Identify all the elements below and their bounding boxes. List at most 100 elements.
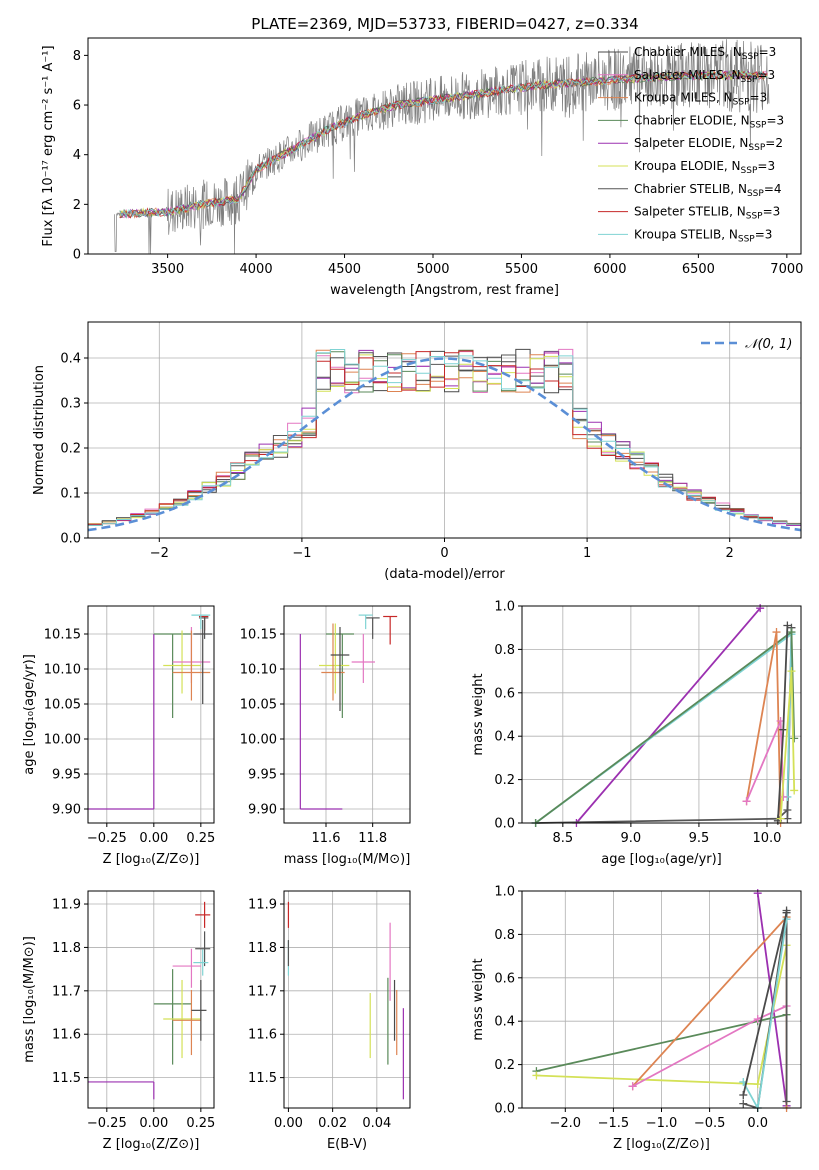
legend-subscript: SSP (738, 234, 755, 244)
plot-area-mass-ebv (287, 901, 404, 1100)
errorbar-chabrier-stelib (365, 617, 380, 639)
panel-mass-Z: −0.25 0.00 0.25 11.5 11.6 11.7 11.8 11.9 Z [log₁… (22, 890, 215, 1152)
y-tick-label: 9.95 (52, 768, 81, 783)
y-axis-label: Normed distribution (32, 365, 47, 495)
figure-title: PLATE=2369, MJD=53733, FIBERID=0427, z=0… (251, 15, 638, 33)
errorbar-salpeter-stelib (383, 615, 398, 645)
y-tick-label: 10.15 (240, 628, 277, 643)
y-tick-label: 0 (73, 248, 81, 263)
y-tick-label: 11.6 (248, 1028, 277, 1043)
weight-marker (742, 797, 751, 806)
legend-subscript: SSP (747, 189, 764, 199)
y-tick-label: 0.2 (494, 773, 515, 788)
legend-subscript: SSP (733, 98, 750, 108)
y-tick-label: 11.7 (248, 984, 277, 999)
legend-subscript: SSP (750, 120, 767, 130)
model-spectrum-kroupa-stelib (119, 70, 768, 219)
errorbar-salpeter-elodie (88, 1081, 155, 1100)
y-axis-label: mass weight (471, 958, 486, 1040)
legend-label: Salpeter STELIB, NSSP=3 (634, 205, 780, 222)
y-tick-label: 10.00 (44, 733, 81, 748)
x-tick-label: 4500 (328, 262, 361, 277)
weight-marker (783, 621, 792, 630)
x-tick-label: −1 (292, 546, 311, 561)
weight-marker (783, 805, 792, 814)
panel-mass-ebv: 0.00 0.02 0.04 11.5 11.6 11.7 11.8 11.9 E(B-V) (248, 890, 411, 1152)
weight-line-chabrier-miles (742, 912, 788, 1096)
x-tick-label: 0.00 (139, 831, 168, 846)
legend-label: Kroupa ELODIE, NSSP=3 (634, 159, 775, 176)
x-tick-label: 8.5 (552, 831, 573, 846)
y-axis-label: age [log₁₀(age/yr)] (22, 654, 37, 775)
weight-marker (779, 792, 788, 801)
axes-frame (87, 37, 802, 255)
legend-label: Kroupa STELIB, NSSP=3 (634, 227, 772, 244)
y-tick-label: 2 (73, 198, 81, 213)
plot-area-mass-Z (88, 901, 211, 1100)
y-tick-label: 11.8 (248, 941, 277, 956)
weight-marker (790, 734, 799, 743)
y-tick-label: 11.5 (248, 1071, 277, 1086)
y-tick-label: 0.0 (494, 817, 515, 832)
y-tick-label: 10.05 (240, 698, 277, 713)
x-axis-label: Z [log₁₀(Z/Z⊙)] (613, 1137, 710, 1152)
y-tick-label: 11.5 (52, 1071, 81, 1086)
y-tick-label: 9.90 (52, 803, 81, 818)
y-tick-label: 10.05 (44, 698, 81, 713)
histogram-salpeter-stelib (88, 350, 801, 528)
axes-frame (87, 605, 215, 824)
x-tick-label: 0.04 (362, 1116, 391, 1131)
panel-age-Z: −0.25 0.00 0.25 9.90 9.95 10.00 10.05 10.10 10.1… (22, 605, 215, 867)
x-axis-label: Z [log₁₀(Z/Z⊙)] (103, 852, 200, 867)
weight-marker (776, 814, 785, 823)
weight-marker (739, 1090, 748, 1099)
legend-value: =3 (750, 91, 768, 105)
y-tick-label: 9.95 (248, 768, 277, 783)
errorbar-kroupa-stelib (191, 614, 211, 630)
x-axis-label: E(B-V) (327, 1137, 367, 1152)
legend-value: =2 (765, 136, 783, 150)
legend-subscript: SSP (741, 75, 758, 85)
x-tick-label: 0.02 (318, 1116, 347, 1131)
y-tick-label: 10.15 (44, 628, 81, 643)
errorbar-salpeter-miles (351, 634, 375, 683)
y-tick-label: 11.9 (248, 898, 277, 913)
weight-marker (779, 725, 788, 734)
x-tick-label: −2 (150, 546, 169, 561)
x-axis-label: (data-model)/error (384, 567, 505, 582)
weight-marker (753, 889, 762, 898)
errorbar-kroupa-stelib (358, 614, 373, 630)
y-tick-label: 1.0 (494, 885, 515, 900)
errorbar-kroupa-stelib (193, 949, 209, 976)
plot-area-residuals (88, 348, 801, 532)
x-tick-label: 9.0 (621, 831, 642, 846)
legend: Chabrier MILES, NSSP=3 Salpeter MILES, NS… (598, 45, 784, 244)
x-axis-label: age [log₁₀(age/yr)] (601, 852, 722, 867)
y-tick-label: 0.1 (60, 487, 81, 502)
legend-subscript: SSP (742, 52, 759, 62)
model-spectrum-chabrier-stelib (119, 70, 768, 218)
plot-area-age-mass (299, 614, 398, 810)
legend-value: =4 (764, 182, 782, 196)
axes-frame (521, 605, 802, 824)
y-tick-label: 0.8 (494, 643, 515, 658)
errorbar-chabrier-stelib (195, 931, 211, 967)
legend-value: =3 (763, 205, 781, 219)
x-tick-label: −1.5 (598, 1116, 630, 1131)
legend-value: =3 (757, 68, 775, 82)
y-tick-label: 11.8 (52, 941, 81, 956)
x-tick-label: 11.8 (358, 831, 387, 846)
histogram-kroupa-stelib (88, 349, 801, 528)
errorbar-chabrier-elodie (153, 633, 192, 718)
x-tick-label: 0.25 (186, 1116, 215, 1131)
normal-distribution-line (88, 357, 801, 532)
legend-value: =3 (766, 113, 784, 127)
errorbar-chabrier-miles (330, 627, 350, 711)
legend-subscript: SSP (748, 143, 765, 153)
x-tick-label: 3500 (151, 262, 184, 277)
errorbar-kroupa-elodie (163, 979, 201, 1059)
weight-marker (782, 1097, 791, 1106)
errorbar-salpeter-miles (172, 948, 201, 988)
y-tick-label: 0.2 (60, 442, 81, 457)
x-tick-label: 10.0 (752, 831, 781, 846)
